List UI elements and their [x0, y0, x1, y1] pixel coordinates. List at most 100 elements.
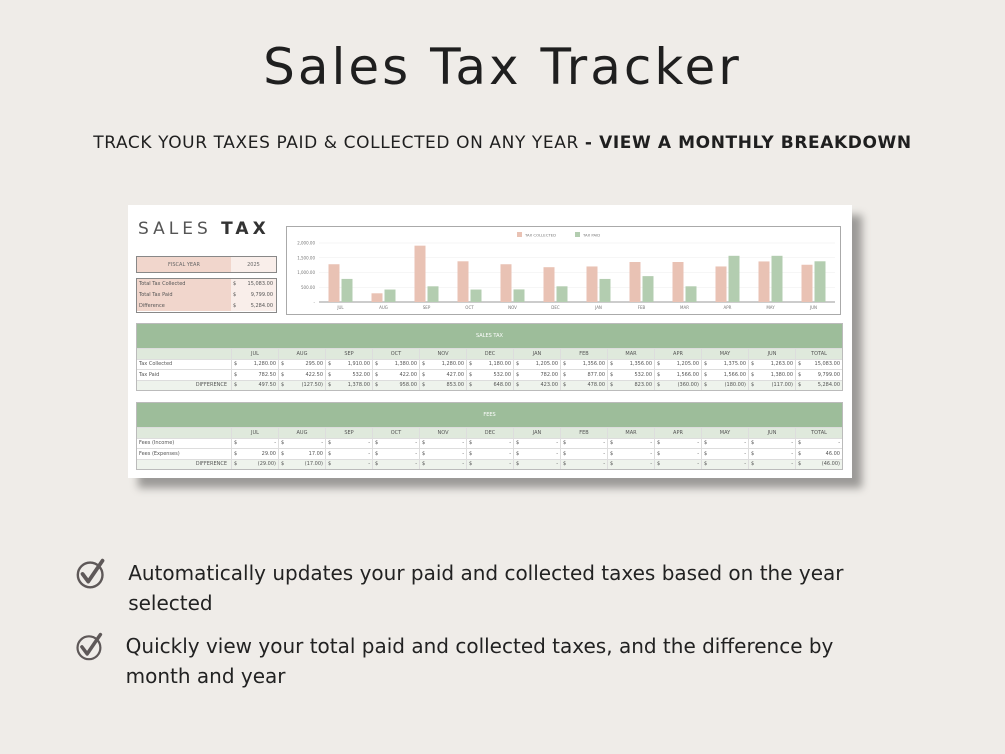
table-cell[interactable]: $532.00	[607, 370, 654, 380]
table-cell[interactable]: $532.00	[466, 370, 513, 380]
table-cell[interactable]: $1,180.00	[466, 359, 513, 369]
table-cell: $ -	[419, 459, 466, 469]
table-cell[interactable]: $ -	[419, 438, 466, 448]
table-cell[interactable]: $1,205.00	[654, 359, 701, 369]
cell-value: 1,375.00	[723, 361, 746, 368]
table-cell[interactable]: $1,380.00	[748, 370, 795, 380]
currency-symbol: $	[704, 382, 708, 389]
table-cell[interactable]: $ -	[325, 449, 372, 459]
currency-symbol: $	[375, 440, 379, 447]
table-cell[interactable]: $ -	[325, 438, 372, 448]
table-cell[interactable]: $1,910.00	[325, 359, 372, 369]
cell-value: (29.00)	[257, 461, 276, 468]
table-cell: $423.00	[513, 380, 560, 390]
column-header: TOTAL	[795, 428, 842, 438]
cell-value: -	[368, 440, 370, 447]
currency-symbol: $	[234, 450, 238, 457]
table-cell[interactable]: $1,263.00	[748, 359, 795, 369]
table-cell[interactable]: $ -	[560, 449, 607, 459]
table-cell[interactable]: $ -	[372, 438, 419, 448]
table-cell[interactable]: $ -	[701, 449, 748, 459]
table-cell[interactable]: $427.00	[419, 370, 466, 380]
cell-value: -	[462, 461, 464, 468]
column-header: NOV	[419, 349, 466, 359]
cell-value: -	[744, 440, 746, 447]
column-header: SEP	[325, 428, 372, 438]
table-cell[interactable]: $1,280.00	[231, 359, 278, 369]
table-cell[interactable]: $ -	[560, 438, 607, 448]
table-cell[interactable]: $ -	[372, 449, 419, 459]
table-cell[interactable]: $ -	[607, 438, 654, 448]
currency-symbol: $	[798, 440, 802, 447]
table-title: FEES	[137, 403, 842, 427]
table-cell[interactable]: $1,280.00	[419, 359, 466, 369]
table-cell: $ -	[654, 459, 701, 469]
table-cell[interactable]: $782.50	[231, 370, 278, 380]
table-cell[interactable]: $1,375.00	[701, 359, 748, 369]
table-cell[interactable]: $17.00	[278, 449, 325, 459]
currency-symbol: $	[610, 382, 614, 389]
table-cell[interactable]: $29.00	[231, 449, 278, 459]
table-cell[interactable]: $1,380.00	[372, 359, 419, 369]
fiscal-year-box: FISCAL YEAR 2025	[136, 256, 277, 273]
table-cell[interactable]: $1,566.00	[701, 370, 748, 380]
currency-symbol: $	[657, 450, 661, 457]
table-cell[interactable]: $1,205.00	[513, 359, 560, 369]
table-cell[interactable]: $1,566.00	[654, 370, 701, 380]
bar-tax-paid	[341, 278, 353, 302]
cell-value: (46.00)	[821, 461, 840, 468]
y-tick-label: -	[314, 300, 316, 305]
table-cell: $ -	[325, 459, 372, 469]
table-cell[interactable]: $1,356.00	[607, 359, 654, 369]
chart-svg: - 500.00 1,000.00 1,500.00 2,000.00 JUL AUG SEP…	[297, 232, 835, 310]
currency-symbol: $	[704, 361, 708, 368]
column-header: FEB	[560, 349, 607, 359]
bar-tax-collected	[715, 266, 727, 302]
table-cell[interactable]: $ -	[466, 438, 513, 448]
table-cell[interactable]: $ -	[795, 438, 842, 448]
bar-tax-collected	[371, 293, 383, 302]
table-cell[interactable]: $ -	[748, 449, 795, 459]
cell-value: -	[744, 450, 746, 457]
fiscal-year-value[interactable]: 2025	[231, 257, 276, 272]
currency-symbol: $	[657, 371, 661, 378]
bar-tax-collected	[543, 267, 555, 302]
row-label: Tax Paid	[139, 371, 160, 378]
table-cell[interactable]: $ -	[701, 438, 748, 448]
table-cell[interactable]: $ -	[278, 438, 325, 448]
table-cell[interactable]: $422.00	[372, 370, 419, 380]
table-cell[interactable]: $ -	[654, 438, 701, 448]
cell-value: 422.00	[399, 371, 418, 378]
currency-symbol: $	[231, 289, 241, 301]
currency-symbol: $	[422, 371, 426, 378]
table-cell[interactable]: $422.50	[278, 370, 325, 380]
bar-tax-paid	[599, 278, 611, 302]
table-cell[interactable]: $ -	[607, 449, 654, 459]
table-cell[interactable]: $ -	[654, 449, 701, 459]
table-cell[interactable]: $782.00	[513, 370, 560, 380]
table-cell[interactable]: $ -	[466, 449, 513, 459]
table-row: Fees (Expenses) $29.00 $17.00 $ - $ - $ - $ - $ - $ - $…	[137, 448, 842, 459]
table-cell[interactable]: $295.00	[278, 359, 325, 369]
table-cell[interactable]: $877.00	[560, 370, 607, 380]
cell-value: 1,378.00	[347, 382, 370, 389]
table-cell[interactable]: $ -	[748, 438, 795, 448]
currency-symbol: $	[751, 461, 755, 468]
table-cell: $648.00	[466, 380, 513, 390]
currency-symbol: $	[704, 371, 708, 378]
currency-symbol: $	[751, 361, 755, 368]
table-cell[interactable]: $ -	[513, 449, 560, 459]
cell-value: 1,380.00	[394, 361, 417, 368]
bar-tax-paid	[470, 289, 482, 302]
cell-value: (127.50)	[301, 382, 323, 389]
table-cell[interactable]: $ -	[419, 449, 466, 459]
currency-symbol: $	[516, 382, 520, 389]
table-cell[interactable]: $1,356.00	[560, 359, 607, 369]
table-cell[interactable]: $ -	[231, 438, 278, 448]
table-cell[interactable]: $ -	[513, 438, 560, 448]
table-cell[interactable]: $9,799.00	[795, 370, 842, 380]
table-cell[interactable]: $46.00	[795, 449, 842, 459]
currency-symbol: $	[422, 450, 426, 457]
table-cell[interactable]: $532.00	[325, 370, 372, 380]
table-cell[interactable]: $15,083.00	[795, 359, 842, 369]
